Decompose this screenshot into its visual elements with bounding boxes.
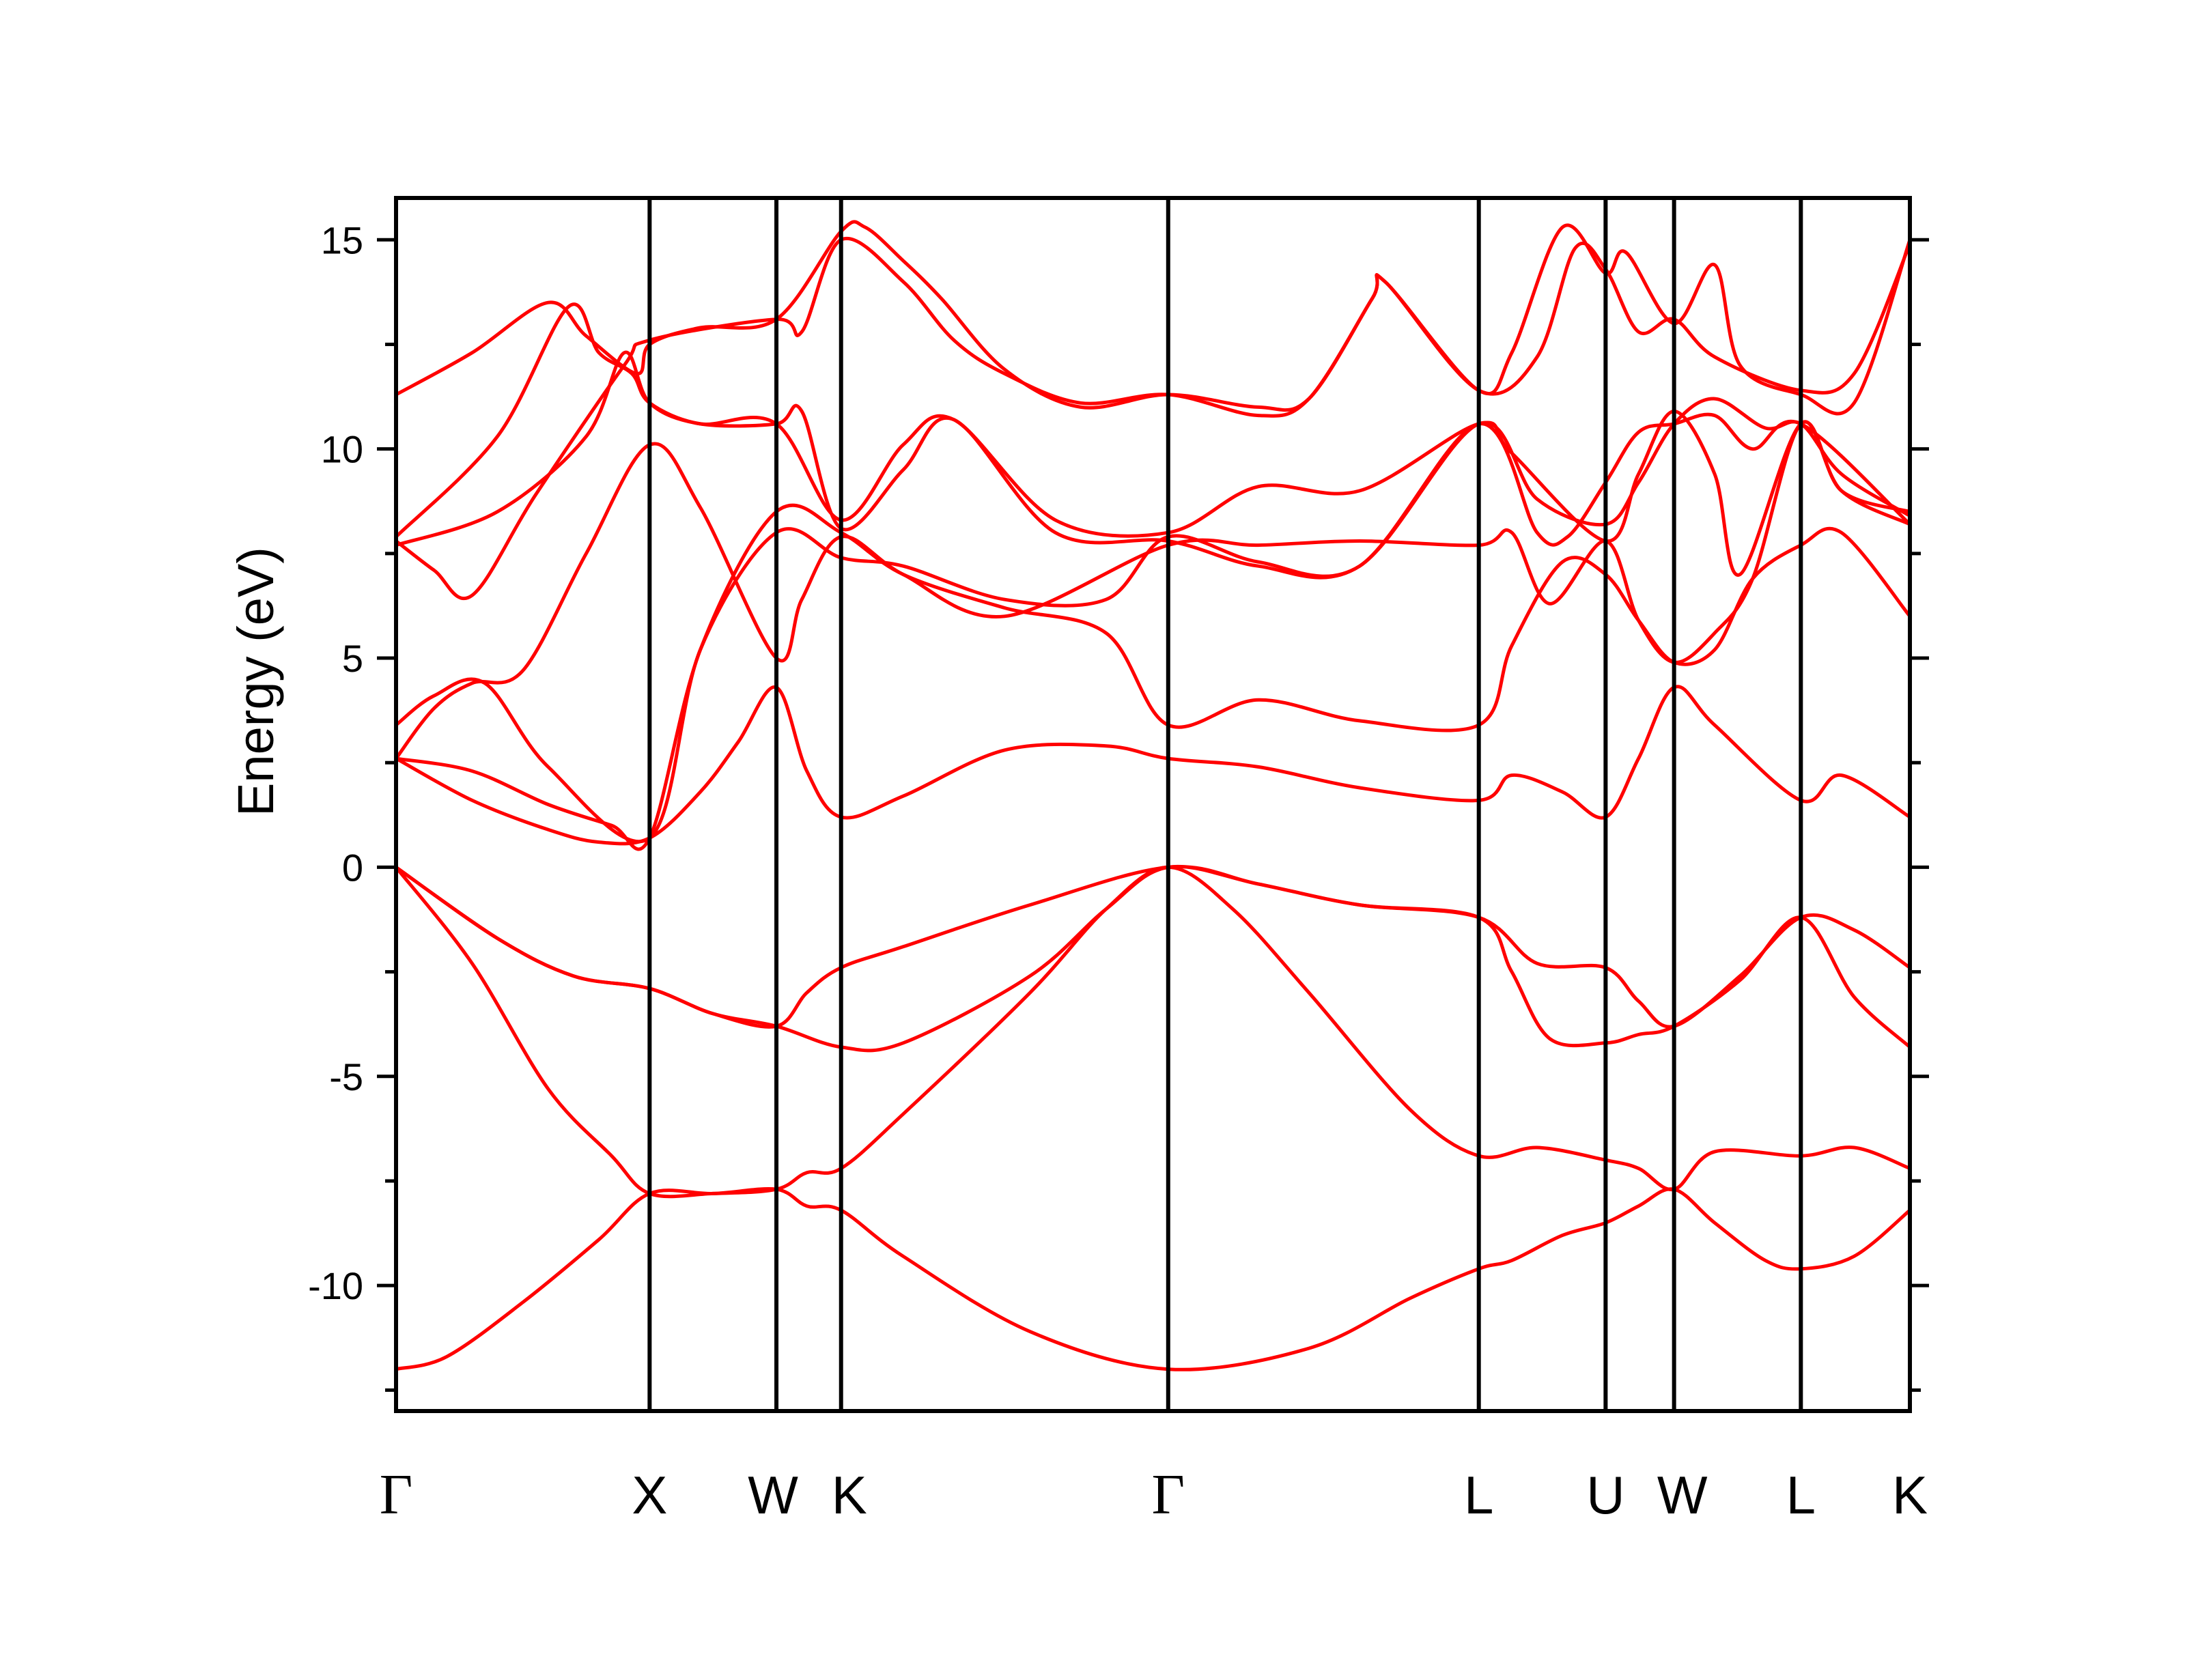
- band-line-4: [394, 865, 1912, 1049]
- band-lines: [394, 220, 1912, 1371]
- band-line-12: [394, 220, 1912, 416]
- k-label-1: Γ: [380, 1463, 413, 1526]
- band-line-8: [394, 397, 1912, 844]
- k-point-dividers: [647, 198, 1803, 1411]
- k-label-8: W: [1657, 1465, 1708, 1525]
- band-line-2: [394, 865, 1912, 1199]
- band-line-7: [394, 420, 1912, 760]
- band-line-9: [394, 236, 1912, 601]
- plot-frame: [394, 196, 1912, 1413]
- k-label-10: K: [1892, 1465, 1928, 1525]
- band-line-10: [394, 350, 1912, 577]
- k-label-5: Γ: [1152, 1463, 1185, 1526]
- k-label-6: L: [1464, 1465, 1493, 1525]
- k-label-3: W: [748, 1465, 798, 1525]
- k-label-2: X: [632, 1465, 667, 1525]
- band-line-11: [394, 302, 1912, 580]
- y-tick-label-2: 10: [321, 428, 363, 471]
- k-label-9: L: [1786, 1465, 1816, 1525]
- k-label-7: U: [1586, 1465, 1624, 1525]
- y-axis-title: Energy (eV): [227, 547, 284, 816]
- band-line-1: [394, 1187, 1912, 1371]
- band-line-6: [394, 503, 1912, 851]
- k-label-4: K: [832, 1465, 867, 1525]
- y-tick-label-5: -5: [329, 1055, 363, 1098]
- y-tick-label-3: 5: [342, 637, 363, 680]
- y-axis: 15 10 5 0 -5 -10: [308, 218, 1929, 1392]
- y-tick-label-6: -10: [308, 1264, 363, 1307]
- y-tick-label-1: 15: [321, 218, 363, 261]
- y-tick-label-4: 0: [342, 846, 363, 889]
